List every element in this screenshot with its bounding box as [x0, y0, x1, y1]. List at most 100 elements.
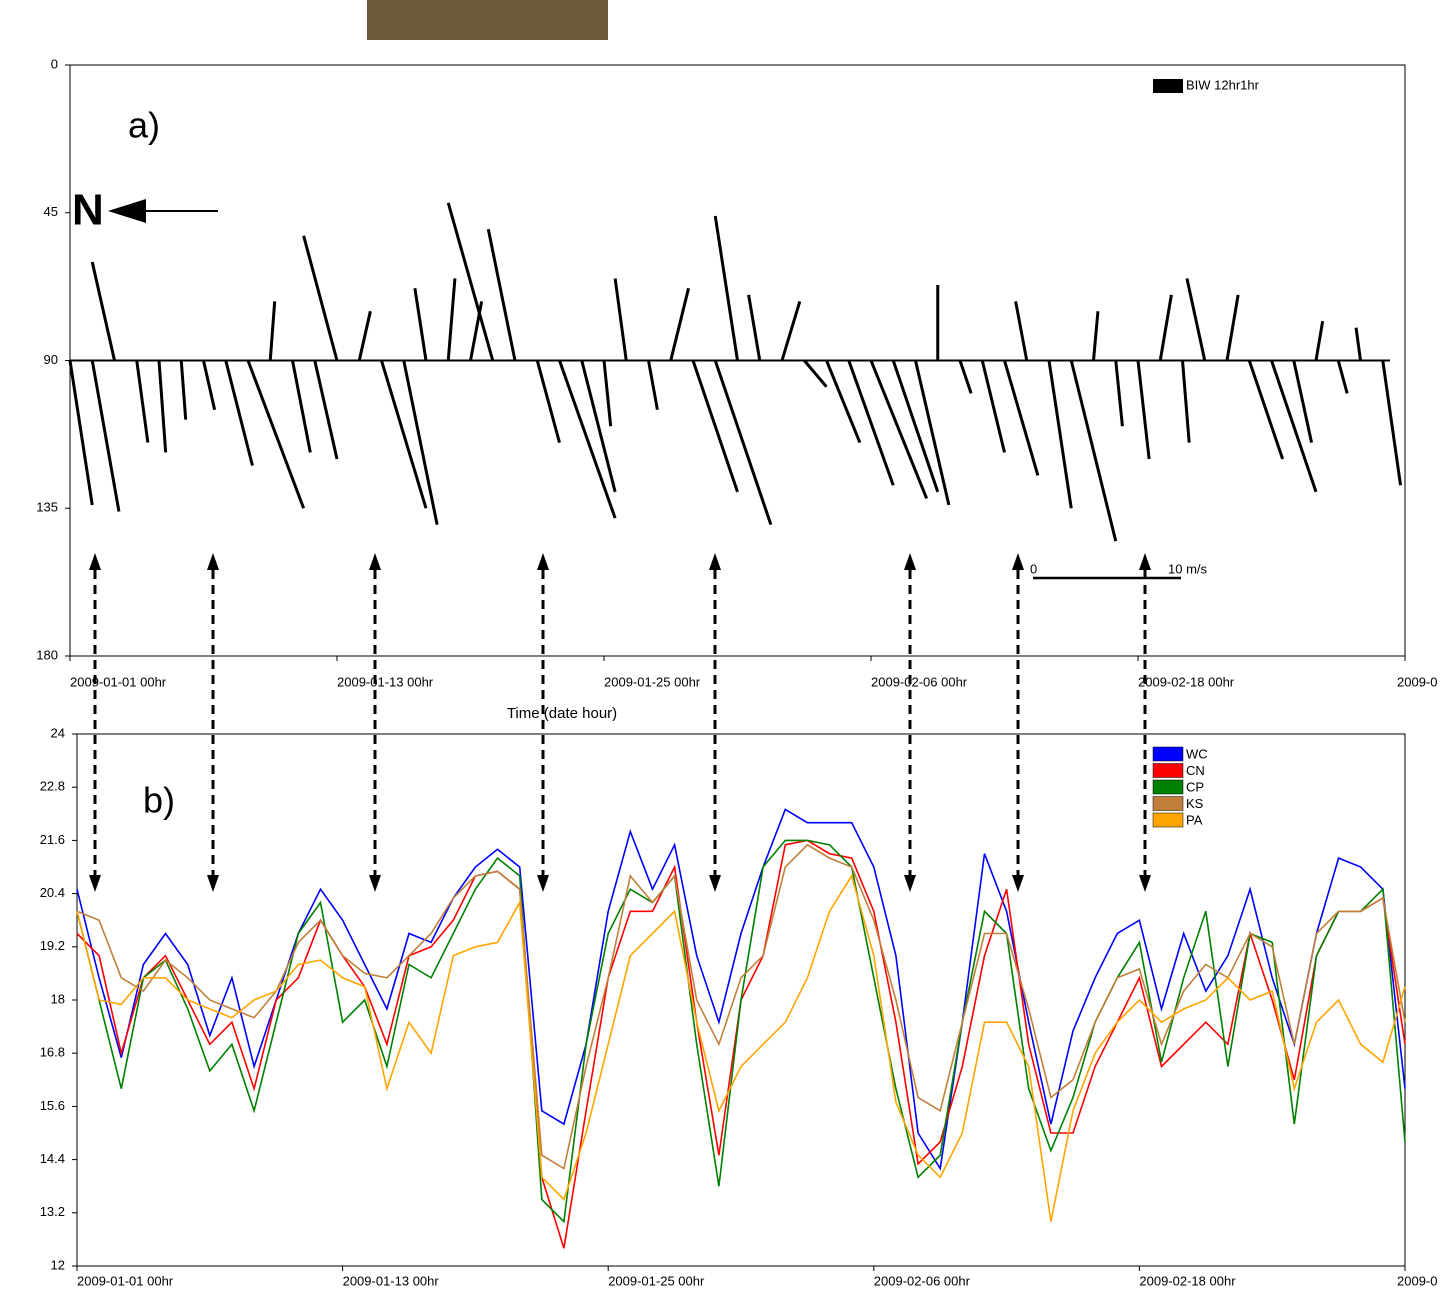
series-line	[76, 843, 1406, 1170]
x-tick-label: 2009-01-13 00hr	[343, 1273, 440, 1288]
wind-stick	[647, 360, 659, 411]
wind-stick	[1092, 311, 1100, 361]
arrowhead	[537, 553, 549, 570]
y-tick-label: 180	[36, 647, 58, 662]
north-arrowhead	[108, 199, 146, 223]
arrowheads	[89, 553, 1151, 892]
legend-label: WC	[1186, 746, 1208, 761]
wind-stick	[580, 360, 617, 493]
legend-swatch	[1152, 746, 1184, 762]
x-tick-label: 2009-01-13 00hr	[337, 674, 434, 689]
wind-stick	[869, 359, 929, 499]
wind-stick	[747, 294, 762, 361]
wind-stick	[1292, 360, 1314, 443]
north-label: N	[72, 186, 104, 235]
y-tick-label: 20.4	[40, 885, 65, 900]
wind-stick	[1014, 301, 1029, 361]
y-tick-label: 16.8	[40, 1045, 65, 1060]
series-line	[76, 839, 1406, 1224]
y-tick-label: 22.8	[40, 779, 65, 794]
legend-label: BIW 12hr1hr	[1186, 77, 1260, 92]
wind-stick	[847, 359, 895, 486]
wind-stick	[202, 360, 217, 411]
y-tick-label: 13.2	[40, 1204, 65, 1219]
legend-swatch	[1152, 779, 1184, 795]
wind-stick	[357, 310, 372, 361]
wind-stick	[558, 360, 617, 519]
x-tick-label: 2009-01-01 00hr	[77, 1273, 174, 1288]
wind-stick	[246, 359, 306, 509]
y-tick-label: 18	[51, 991, 65, 1006]
y-tick-label: 135	[36, 500, 58, 515]
arrowhead	[537, 875, 549, 892]
wind-stick	[402, 360, 439, 525]
wind-stick	[135, 360, 150, 443]
scale-label: 10 m/s	[1168, 561, 1208, 576]
arrowhead	[89, 553, 101, 570]
wind-stick	[1270, 360, 1318, 493]
wind-stick	[1336, 360, 1349, 394]
wind-stick	[1069, 360, 1118, 542]
y-tick-label: 0	[51, 56, 58, 71]
wind-stick	[825, 359, 862, 444]
wind-stick	[613, 278, 628, 361]
wind-stick	[446, 202, 495, 361]
panel-label: b)	[143, 780, 175, 821]
scale-label: 0	[1030, 561, 1037, 576]
x-tick-label: 2009-02-06 00hr	[871, 674, 968, 689]
arrowhead	[369, 875, 381, 892]
arrowhead	[709, 875, 721, 892]
wind-stick	[1247, 360, 1285, 460]
link-arrows	[93, 570, 1147, 875]
x-tick-label: 2009-02-18 00hr	[1138, 674, 1235, 689]
wind-stick	[1354, 327, 1362, 361]
wind-stick	[302, 235, 339, 361]
wind-stick	[268, 301, 277, 361]
y-tick-label: 45	[44, 204, 58, 219]
wind-stick	[713, 360, 773, 526]
legend-swatch	[1153, 79, 1183, 93]
arrowhead	[1012, 875, 1024, 892]
wind-stick	[90, 360, 121, 512]
wind-stick	[1158, 294, 1173, 361]
legend-swatch	[1152, 812, 1184, 828]
wind-stick	[313, 360, 339, 460]
y-tick-label: 14.4	[40, 1151, 65, 1166]
x-tick-label: 2009-01-25 00hr	[604, 674, 701, 689]
wind-stick	[68, 360, 94, 506]
arrowhead	[207, 875, 219, 892]
wind-stick	[691, 360, 739, 493]
arrowhead	[207, 553, 219, 570]
wind-stick	[446, 278, 457, 361]
wind-stick	[780, 300, 802, 361]
wind-stick	[291, 360, 312, 453]
wind-stick	[1003, 360, 1040, 476]
legend-label: CN	[1186, 763, 1205, 778]
wind-stick	[669, 287, 691, 361]
wind-stick	[980, 360, 1006, 453]
wind-stick	[1136, 360, 1151, 460]
x-tick-label: 2009-0	[1397, 674, 1437, 689]
x-tick-label: 2009-0	[1397, 1273, 1437, 1288]
series-line	[76, 873, 1406, 1222]
series-line	[76, 808, 1406, 1171]
legend-label: PA	[1186, 812, 1203, 827]
series-line	[76, 839, 1406, 1249]
legend-swatch	[1152, 796, 1184, 811]
arrowhead	[904, 553, 916, 570]
wind-stick	[486, 228, 517, 361]
wind-stick	[90, 261, 116, 361]
legend-swatch	[1152, 763, 1184, 778]
wind-stick	[1314, 320, 1325, 361]
wind-stick	[713, 215, 739, 361]
arrowhead	[709, 553, 721, 570]
arrowhead	[1012, 553, 1024, 570]
wind-stick	[1381, 360, 1403, 486]
wind-stick	[914, 360, 951, 506]
y-tick-label: 12	[51, 1257, 65, 1272]
legend-label: CP	[1186, 779, 1204, 794]
wind-stick	[958, 360, 973, 394]
x-axis-title: Time (date hour)	[507, 705, 617, 722]
y-tick-label: 90	[44, 352, 58, 367]
wind-stick	[224, 360, 254, 466]
